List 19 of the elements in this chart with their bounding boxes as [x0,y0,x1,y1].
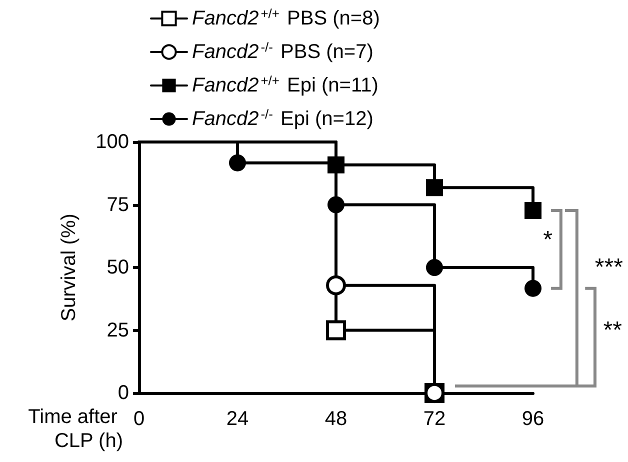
y-axis-title: Survival (%) [58,214,80,322]
y-tick-label: 75 [106,194,129,216]
x-tick-label: 72 [423,408,446,430]
x-tick-label: 24 [226,408,249,430]
text: *** [594,254,623,281]
legend-label: Fancd2+/+ Epi (n=11) [192,73,378,96]
x-axis-title: Time after CLP (h) [28,406,123,452]
legend-label: Fancd2-/- Epi (n=12) [192,106,374,130]
legend-label: Fancd2+/+ PBS (n=8) [192,6,380,30]
y-tick-label: 25 [106,319,129,342]
x-tick-label: 0 [133,408,145,430]
y-tick-label: 100 [96,131,129,153]
legend-label: Fancd2-/- PBS (n=7) [192,40,374,63]
text: * [543,226,552,254]
text: ** [603,316,622,344]
y-tick-label: 50 [106,256,129,278]
y-tick-label: 0 [118,382,129,404]
x-tick-label: 48 [324,408,348,430]
x-tick-label: 96 [522,408,544,430]
